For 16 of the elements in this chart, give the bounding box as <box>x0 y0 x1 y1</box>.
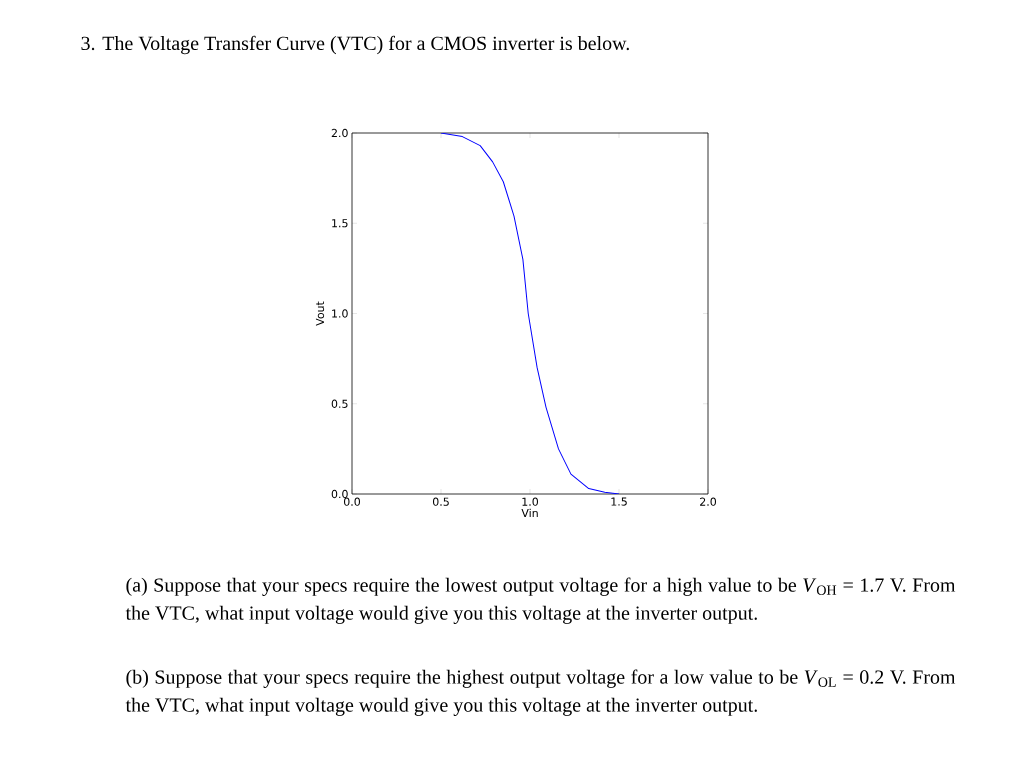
x-tick-label: 1.5 <box>611 497 627 506</box>
x-tick-label: 0.5 <box>432 497 449 506</box>
text: (a) Suppose that your specs require the lowest output voltage for a high value to be V$_{OH}$ = 1.7 V. From the VTC, what input voltage would give you this voltage at the inverter output. <box>125 577 956 624</box>
y-tick-label: 1.0 <box>332 309 348 318</box>
x-tick-label: 2.0 <box>700 497 717 506</box>
y-tick-label: 0.0 <box>331 489 348 499</box>
y-tick-label: 2.0 <box>331 128 348 138</box>
text: (b) Suppose that your specs require the highest output voltage for a low value to be V$_{OL}$ = 0.2 V. From the VTC, what input voltage would give you this voltage at the inverter output. <box>125 669 956 716</box>
x-tick-label: 1.0 <box>522 497 539 506</box>
chart-title: 3. The Voltage Transfer Curve (VTC) for a CMOS inverter is below. <box>81 35 629 55</box>
x-tick-label: 0.0 <box>343 497 361 506</box>
x-axis-title: Vin <box>521 508 538 518</box>
y-axis-title: Vout <box>315 301 325 326</box>
y-tick-label: 0.5 <box>331 399 348 408</box>
y-tick-label: 1.5 <box>332 219 348 228</box>
line-series <box>440 133 620 495</box>
